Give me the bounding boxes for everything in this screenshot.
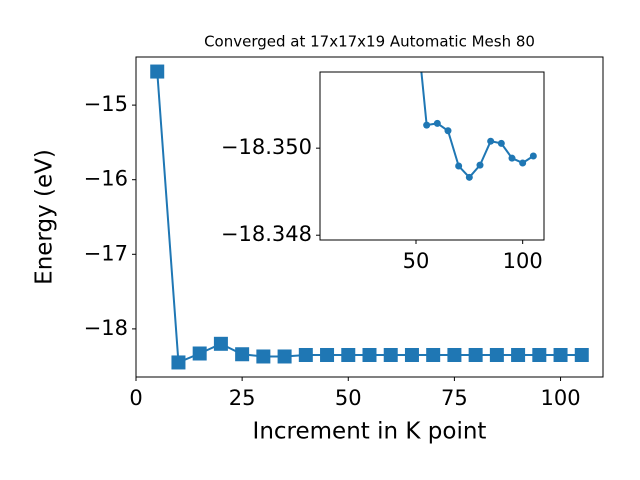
marker <box>444 127 452 135</box>
series-group <box>150 64 589 370</box>
marker <box>529 152 537 160</box>
marker <box>487 137 495 145</box>
marker <box>362 347 377 362</box>
marker <box>476 161 484 169</box>
x-tick-label: 0 <box>129 386 142 410</box>
marker <box>404 347 419 362</box>
marker <box>497 139 505 147</box>
x-tick-label: 100 <box>540 386 580 410</box>
marker <box>574 347 589 362</box>
marker <box>256 349 271 364</box>
marker <box>423 121 431 129</box>
y-tick-label: −17 <box>84 241 128 265</box>
axes-frame <box>319 71 545 241</box>
y-tick-label: −15 <box>84 92 128 116</box>
axes-frame <box>135 56 604 378</box>
marker <box>468 347 483 362</box>
y-axis-label: Energy (eV) <box>32 149 58 285</box>
marker <box>341 347 356 362</box>
x-tick-label: 75 <box>441 386 468 410</box>
x-tick-label: 100 <box>503 249 543 273</box>
x-tick-label: 25 <box>229 386 256 410</box>
marker <box>489 347 504 362</box>
x-tick-label: 50 <box>335 386 362 410</box>
marker <box>433 119 441 127</box>
marker <box>192 346 207 361</box>
marker <box>553 347 568 362</box>
marker <box>383 347 398 362</box>
y-tick-label: −18.348 <box>221 222 312 246</box>
marker <box>455 162 463 170</box>
marker <box>465 173 473 181</box>
marker <box>532 347 547 362</box>
y-tick-label: −18.350 <box>221 135 312 159</box>
series-group <box>413 14 537 181</box>
marker <box>413 14 420 21</box>
marker <box>511 347 526 362</box>
chart-title: Converged at 17x17x19 Automatic Mesh 80 <box>204 33 535 51</box>
y-tick-label: −16 <box>84 167 128 191</box>
y-tick-label: −18 <box>84 316 128 340</box>
marker <box>508 154 516 162</box>
marker <box>426 347 441 362</box>
marker <box>519 159 527 167</box>
marker <box>447 347 462 362</box>
marker <box>277 349 292 364</box>
x-axis-label: Increment in K point <box>253 419 487 445</box>
marker <box>235 347 250 362</box>
marker <box>150 64 165 79</box>
marker <box>171 355 186 370</box>
x-tick-label: 50 <box>403 249 430 273</box>
marker <box>298 347 313 362</box>
plot-area: 50 100 −18.350 −18.348 <box>221 14 545 273</box>
axes-background <box>320 72 544 240</box>
marker <box>320 347 335 362</box>
marker <box>213 336 228 351</box>
